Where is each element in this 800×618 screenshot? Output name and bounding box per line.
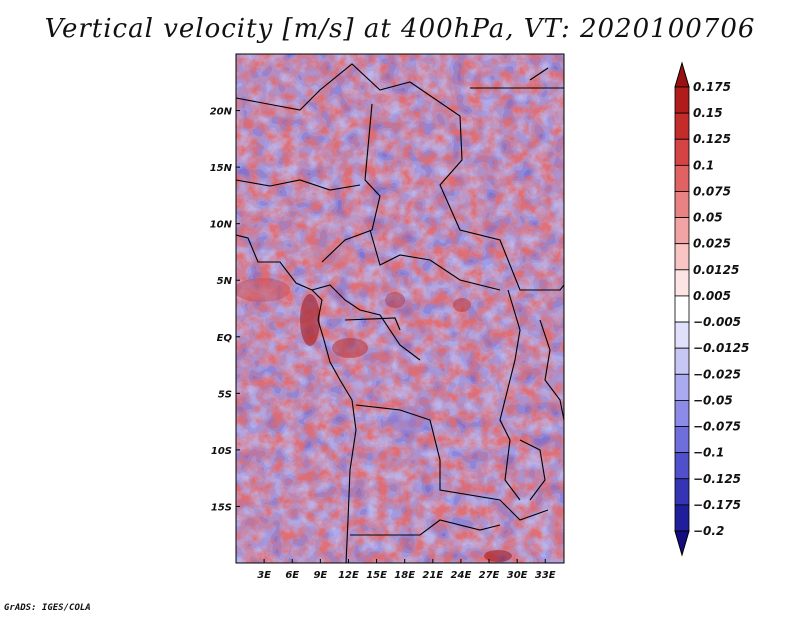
colorbar-label: −0.05	[693, 393, 733, 407]
colorbar-label: −0.1	[693, 446, 724, 460]
colorbar-segment	[674, 164, 690, 192]
colorbar-label: −0.175	[693, 498, 741, 512]
x-tick-label: 33E	[535, 570, 556, 581]
y-tick-label: 5S	[218, 389, 232, 400]
colorbar-segment	[674, 86, 690, 114]
y-tick-label: 10S	[211, 446, 232, 457]
colorbar-segment	[674, 112, 690, 140]
colorbar-label: 0.175	[693, 80, 731, 94]
colorbar: 0.175 0.15 0.125 0.1 0.075 0.05 0.025 0.0125 0.0…	[674, 61, 749, 557]
x-tick-label: 9E	[313, 570, 327, 581]
colorbar-label: 0.05	[693, 211, 723, 225]
colorbar-segment	[674, 426, 690, 454]
colorbar-label: 0.1	[693, 158, 714, 172]
axes: 3E 6E 9E 12E 15E 18E 21E 24E 27E 30E 33E 20N 15N 10N 5…	[210, 107, 556, 581]
grads-credit: GrADS: IGES/COLA	[4, 603, 91, 613]
colorbar-label: −0.125	[693, 472, 741, 486]
colorbar-label: 0.025	[693, 237, 731, 251]
x-tick-label: 24E	[451, 570, 472, 581]
x-tick-label: 21E	[422, 570, 443, 581]
colorbar-segment	[674, 243, 690, 271]
x-tick-label: 12E	[338, 570, 359, 581]
x-tick-label: 6E	[285, 570, 299, 581]
colorbar-segment	[674, 478, 690, 506]
x-tick-label: 30E	[507, 570, 528, 581]
y-tick-label: 5N	[217, 276, 233, 287]
x-tick-label: 15E	[366, 570, 387, 581]
colorbar-label: 0.005	[693, 289, 731, 303]
colorbar-segment	[674, 452, 690, 480]
colorbar-segment	[674, 138, 690, 166]
colorbar-label: −0.0125	[693, 341, 749, 355]
plot-frame	[235, 53, 565, 564]
colorbar-segment	[674, 347, 690, 375]
colorbar-segment	[674, 61, 690, 88]
colorbar-segment	[674, 530, 690, 557]
y-tick-label: 10N	[210, 220, 233, 231]
vertical-velocity-field	[236, 54, 564, 563]
colorbar-segment	[674, 217, 690, 245]
colorbar-segment	[674, 295, 690, 323]
colorbar-segment	[674, 504, 690, 532]
x-tick-label: 18E	[394, 570, 415, 581]
colorbar-label: 0.075	[693, 184, 731, 198]
colorbar-label: −0.2	[693, 524, 724, 538]
chart-title: Vertical velocity [m/s] at 400hPa, VT: 2…	[44, 14, 756, 44]
x-tick-label: 3E	[257, 570, 271, 581]
y-tick-label: 20N	[210, 107, 233, 118]
colorbar-label: 0.15	[693, 106, 723, 120]
colorbar-label: 0.0125	[693, 263, 739, 277]
map-borders	[236, 63, 564, 563]
colorbar-segment	[674, 191, 690, 218]
colorbar-label: −0.075	[693, 420, 741, 434]
colorbar-label: −0.005	[693, 315, 741, 329]
colorbar-label: 0.125	[693, 132, 731, 146]
y-tick-label: EQ	[217, 333, 233, 344]
colorbar-segment	[674, 321, 690, 349]
colorbar-segment	[674, 373, 690, 401]
colorbar-label: −0.025	[693, 367, 741, 381]
y-tick-label: 15N	[210, 163, 233, 174]
colorbar-segment	[674, 400, 690, 427]
colorbar-segment	[674, 269, 690, 297]
x-tick-label: 27E	[479, 570, 500, 581]
y-tick-label: 15S	[211, 502, 232, 513]
